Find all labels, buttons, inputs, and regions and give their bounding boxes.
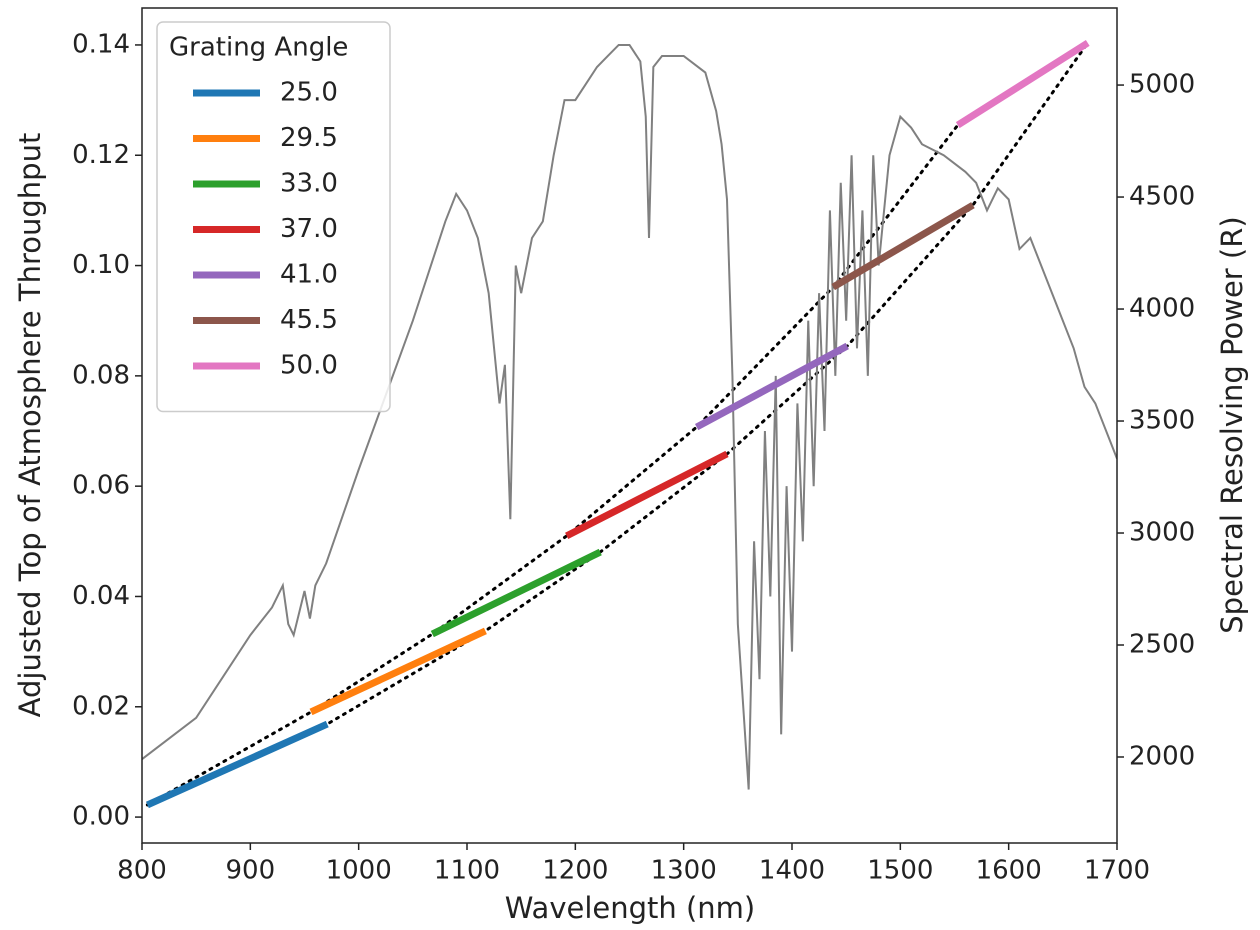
x-tick-label: 1000 [326, 856, 392, 886]
legend-label: 29.5 [280, 123, 338, 153]
resolving-power-segment [145, 720, 329, 809]
y2-tick-label: 2000 [1129, 741, 1195, 771]
y2-tick-label: 4000 [1129, 294, 1195, 324]
y-tick-label: 0.10 [72, 250, 130, 280]
x-tick-label: 1700 [1084, 856, 1150, 886]
resolving-power-segment [955, 39, 1090, 129]
y2-tick-label: 2500 [1129, 630, 1195, 660]
y2-tick-label: 5000 [1129, 70, 1195, 100]
y2-axis-label: Spectral Resolving Power (R) [1215, 216, 1249, 633]
x-tick-label: 800 [117, 856, 167, 886]
y2-tick-label: 3000 [1129, 518, 1195, 548]
x-tick-label: 1100 [434, 856, 500, 886]
resolving-power-segment [831, 202, 975, 291]
resolving-power-segment [309, 627, 487, 716]
y-tick-label: 0.02 [72, 691, 130, 721]
y2-tick-label: 4500 [1129, 182, 1195, 212]
legend-label: 45.5 [280, 305, 338, 335]
x-tick-label: 1400 [759, 856, 825, 886]
legend-box [156, 21, 391, 413]
y-axis-label: Adjusted Top of Atmosphere Throughput [13, 133, 47, 718]
x-tick-label: 1300 [651, 856, 717, 886]
legend-label: 33.0 [280, 169, 338, 199]
plot-area [142, 41, 1117, 807]
resolving-power-segment [695, 342, 849, 431]
x-axis-label: Wavelength (nm) [505, 891, 756, 925]
x-tick-label: 1600 [976, 856, 1042, 886]
legend-title: Grating Angle [169, 33, 348, 63]
y2-tick-label: 3500 [1129, 406, 1195, 436]
resolving-power-segment [430, 548, 602, 638]
y-tick-label: 0.04 [72, 581, 130, 611]
x-tick-label: 1500 [867, 856, 933, 886]
resolving-power-segment [565, 450, 729, 540]
legend: Grating Angle 25.0 29.5 33.0 37.0 41.0 45.5 50.… [156, 21, 391, 413]
y-tick-label: 0.06 [72, 471, 130, 501]
y-tick-label: 0.12 [72, 140, 130, 170]
x-tick-label: 1200 [542, 856, 608, 886]
legend-label: 37.0 [280, 214, 338, 244]
throughput-line [142, 43, 1117, 790]
y-tick-label: 0.14 [72, 29, 130, 59]
y-tick-label: 0.00 [72, 802, 130, 832]
envelope-line [145, 41, 1090, 807]
legend-label: 50.0 [280, 351, 338, 381]
legend-label: 25.0 [280, 78, 338, 108]
plot-frame [141, 7, 1118, 844]
y-tick-label: 0.08 [72, 360, 130, 390]
legend-label: 41.0 [280, 260, 338, 290]
x-tick-label: 900 [226, 856, 276, 886]
